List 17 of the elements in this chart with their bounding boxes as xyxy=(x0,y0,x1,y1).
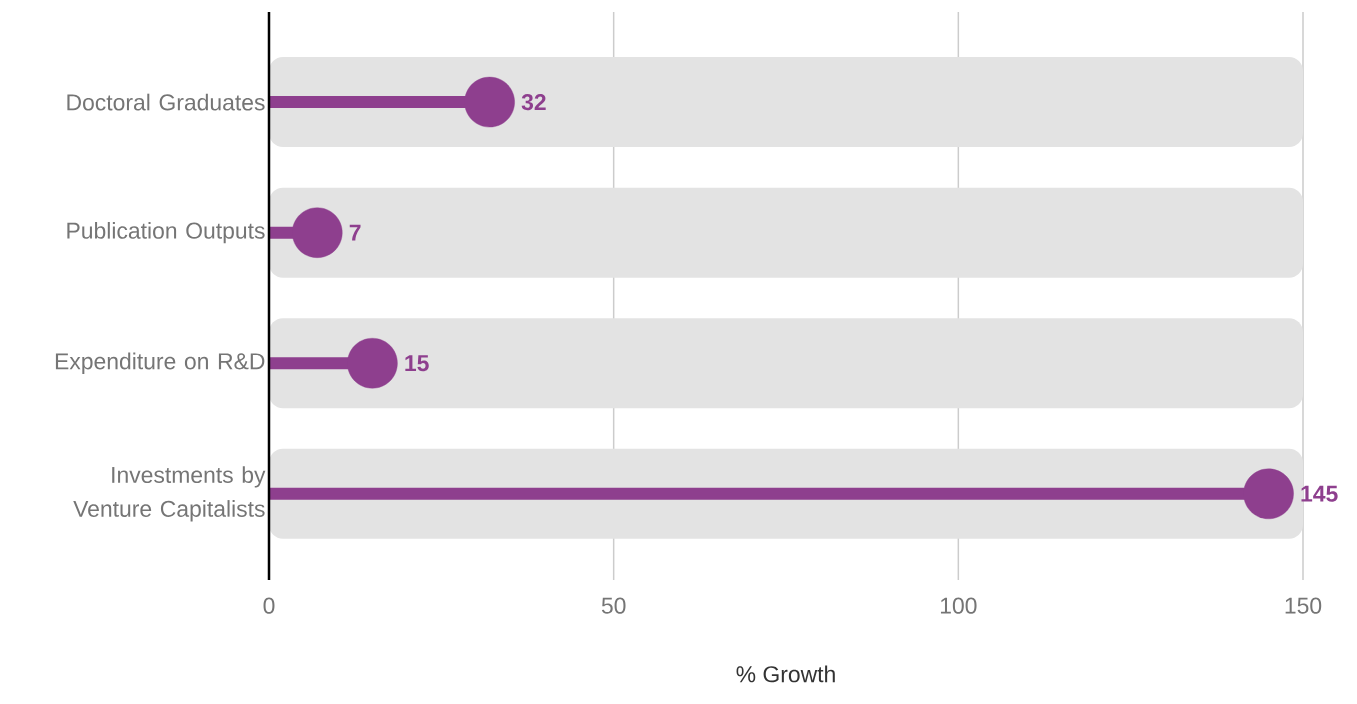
point xyxy=(292,207,343,258)
data-label: 7 xyxy=(349,224,361,241)
x-tick-label: 0 xyxy=(263,597,275,614)
x-axis-title: % Growth xyxy=(736,665,835,683)
point xyxy=(464,76,515,128)
y-tick-label: Doctoral Graduates xyxy=(67,93,265,111)
data-label: 32 xyxy=(521,93,546,111)
data-label: 15 xyxy=(405,355,429,372)
x-tick-label: 50 xyxy=(601,597,626,614)
x-tick-label: 100 xyxy=(940,597,977,614)
data-label: 145 xyxy=(1301,485,1338,502)
y-tick-label: Publication Outputs xyxy=(67,221,265,244)
y-tick-label: Expenditure on R&D xyxy=(55,352,265,374)
point xyxy=(1243,468,1294,520)
point xyxy=(347,338,398,389)
x-tick-label: 150 xyxy=(1285,597,1322,614)
y-tick-label: Investments by Venture Capitalists xyxy=(73,466,266,522)
